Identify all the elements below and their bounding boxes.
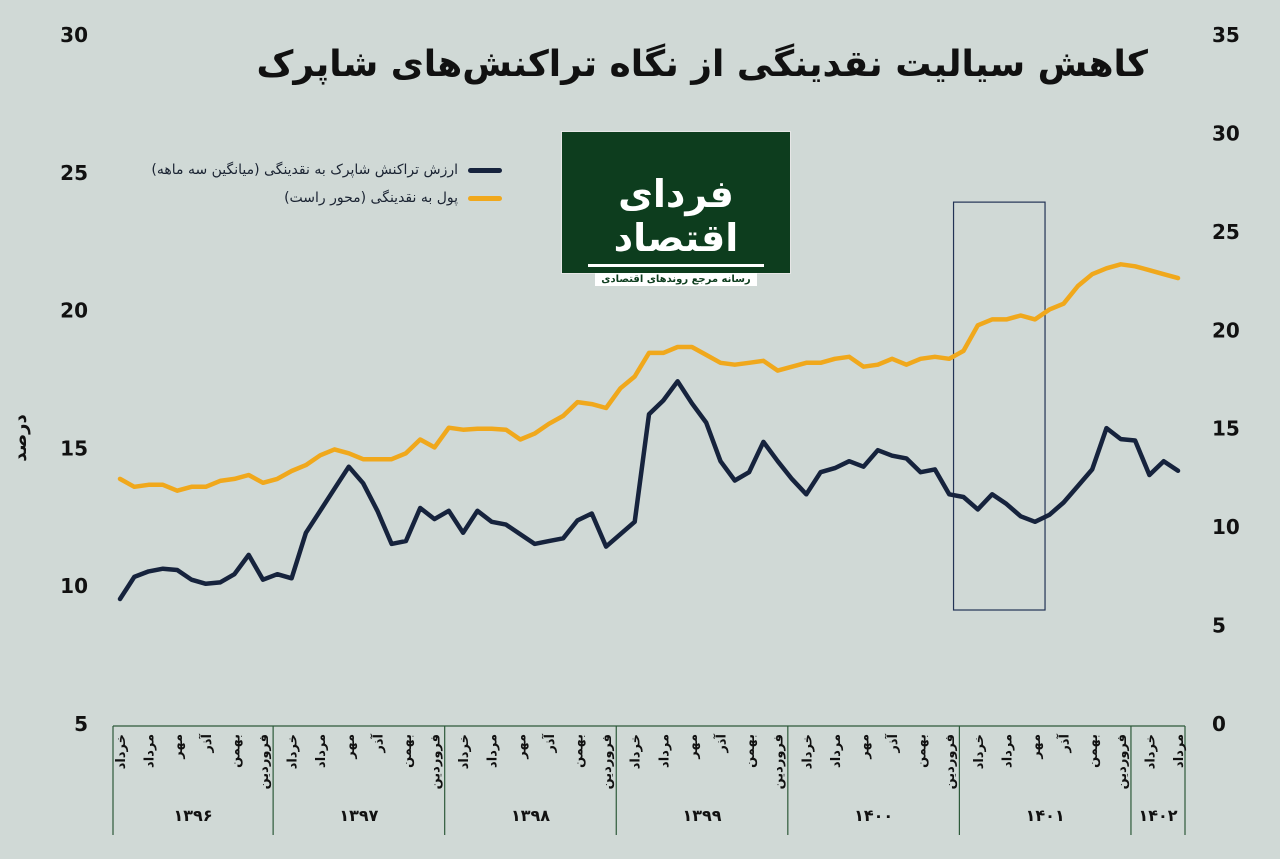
y-left-tick-label: 15	[60, 436, 88, 460]
y-left-tick-label: 5	[74, 712, 88, 736]
month-tick-label: فروردین	[429, 734, 444, 789]
year-label: ۱۳۹۸	[511, 806, 550, 825]
month-tick-label: بهمن	[400, 734, 415, 768]
y-right-tick-label: 25	[1212, 220, 1240, 244]
year-label: ۱۴۰۰	[854, 806, 893, 825]
month-tick-label: مرداد	[1000, 734, 1015, 768]
month-tick-label: مهر	[858, 734, 873, 760]
year-label: ۱۴۰۲	[1138, 806, 1177, 825]
month-tick-label: خرداد	[457, 734, 472, 769]
month-tick-label: فروردین	[772, 734, 787, 789]
y-right-tick-label: 15	[1212, 417, 1240, 441]
month-tick-label: مرداد	[829, 734, 844, 768]
month-tick-label: خرداد	[286, 734, 301, 769]
y-right-tick-label: 30	[1212, 121, 1240, 145]
series-line-shaparak-to-liquidity	[117, 379, 1181, 602]
month-tick-label: مرداد	[1172, 734, 1187, 768]
publisher-logo: فردای اقتصاد رسانه مرجع روندهای اقتصادی	[561, 131, 791, 286]
month-tick-label: مرداد	[314, 734, 329, 768]
legend-label-navy: ارزش تراکنش شاپرک به نقدینگی (میانگین سه…	[151, 162, 458, 178]
y-axis-left: 5 10 15 20 25 30	[60, 23, 88, 736]
legend-label-gold: پول به نقدینگی (محور راست)	[284, 190, 458, 206]
month-tick-label: خرداد	[1143, 734, 1158, 769]
month-tick-label: فروردین	[943, 734, 958, 789]
year-label: ۱۳۹۹	[683, 806, 722, 825]
month-tick-label: بهمن	[743, 734, 758, 768]
y-left-tick-label: 25	[60, 161, 88, 185]
month-tick-label: خرداد	[972, 734, 987, 769]
y-left-tick-label: 20	[60, 299, 88, 323]
month-tick-label: خرداد	[800, 734, 815, 769]
y-axis-title-svg: درصد	[10, 414, 31, 461]
month-tick-label: مهر	[514, 734, 529, 760]
logo-sub-text: رسانه مرجع روندهای اقتصادی	[595, 273, 757, 286]
y-left-tick-label: 10	[60, 574, 88, 598]
month-tick-label: بهمن	[572, 734, 587, 768]
x-axis-year-labels: ۱۳۹۶ ۱۳۹۷ ۱۳۹۸ ۱۳۹۹ ۱۴۰۰ ۱۴۰۱ ۱۴۰۲	[174, 806, 1178, 825]
logo-divider	[588, 264, 764, 267]
x-axis-grid	[112, 725, 1186, 835]
year-label: ۱۴۰۱	[1026, 806, 1065, 825]
month-tick-label: بهمن	[915, 734, 930, 768]
month-tick-label: فروردین	[1115, 734, 1130, 789]
year-label: ۱۳۹۷	[339, 806, 378, 825]
month-tick-label: خرداد	[114, 734, 129, 769]
month-tick-label: بهمن	[228, 734, 243, 768]
legend: ارزش تراکنش شاپرک به نقدینگی (میانگین سه…	[151, 156, 502, 212]
year-label: ۱۳۹۶	[174, 806, 213, 825]
month-tick-label: مهر	[1029, 734, 1044, 760]
month-tick-label: مهر	[686, 734, 701, 760]
x-axis-month-labels: خرداد مرداد مهر آذر بهمن فروردین خرداد مرداد مهر…	[114, 733, 1187, 789]
month-tick-label: آذر	[713, 733, 730, 753]
legend-item-gold: پول به نقدینگی (محور راست)	[151, 184, 502, 212]
legend-swatch-navy	[468, 167, 502, 173]
month-tick-label: مرداد	[657, 734, 672, 768]
y-axis-right: 0 5 10 15 20 25 30 35	[1212, 23, 1240, 736]
logo-main-text: فردای اقتصاد	[613, 172, 739, 260]
y-right-tick-label: 20	[1212, 318, 1240, 342]
month-tick-label: فروردین	[600, 734, 615, 789]
month-tick-label: آذر	[198, 733, 215, 753]
y-left-tick-label: 30	[60, 23, 88, 47]
month-tick-label: آذر	[541, 733, 558, 753]
y-right-tick-label: 5	[1212, 614, 1226, 638]
series-line-money-to-liquidity	[117, 262, 1181, 493]
legend-swatch-gold	[468, 195, 502, 201]
y-right-tick-label: 35	[1212, 23, 1240, 47]
y-right-tick-label: 10	[1212, 515, 1240, 539]
month-tick-label: مرداد	[486, 734, 501, 768]
month-tick-label: مهر	[171, 734, 186, 760]
month-tick-label: آذر	[369, 733, 386, 753]
month-tick-label: آذر	[1056, 733, 1073, 753]
month-tick-label: مهر	[343, 734, 358, 760]
legend-item-navy: ارزش تراکنش شاپرک به نقدینگی (میانگین سه…	[151, 156, 502, 184]
y-right-tick-label: 0	[1212, 712, 1226, 736]
y-axis-title: درصد	[10, 414, 31, 461]
month-tick-label: بهمن	[1086, 734, 1101, 768]
highlight-box	[952, 201, 1046, 611]
month-tick-label: آذر	[884, 733, 901, 753]
month-tick-label: مرداد	[143, 734, 158, 768]
month-tick-label: خرداد	[629, 734, 644, 769]
month-tick-label: فروردین	[257, 734, 272, 789]
chart-title: کاهش سیالیت نقدینگی از نگاه تراکنش‌های ش…	[256, 44, 1148, 85]
